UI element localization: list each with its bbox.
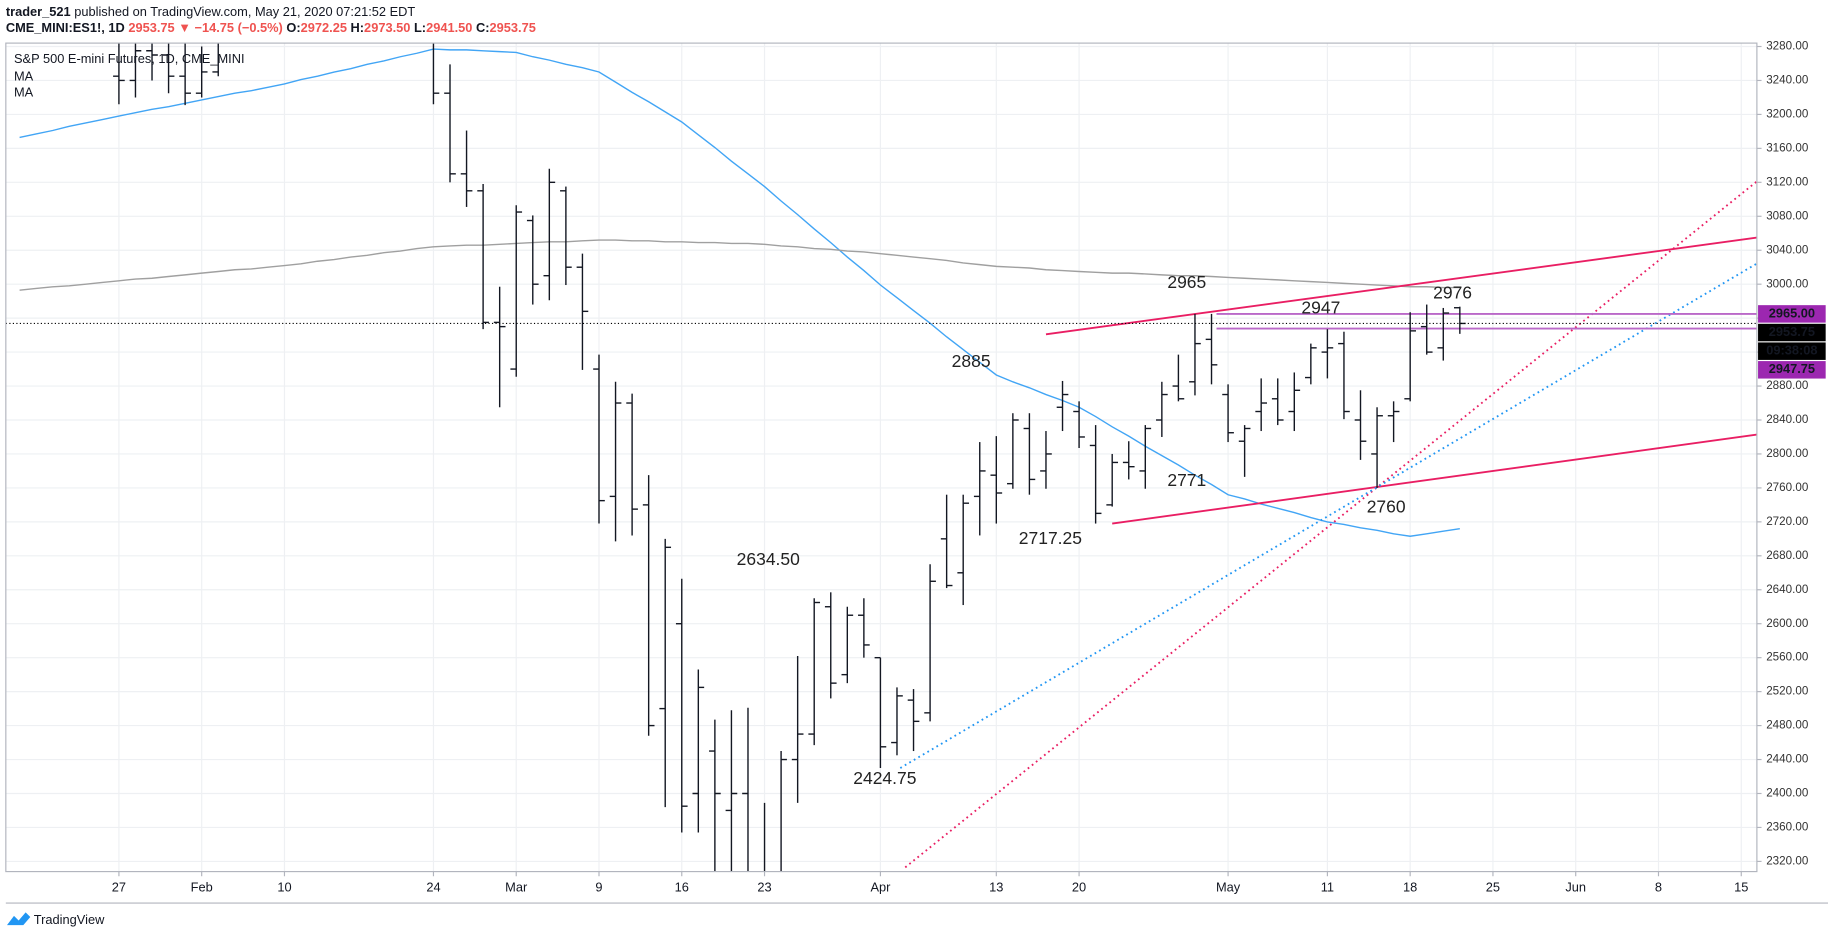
x-tick-label: 25 <box>1486 879 1500 894</box>
y-tick-label: 2680.00 <box>1766 549 1809 562</box>
countdown-box <box>1758 342 1826 360</box>
annotation: 2885 <box>952 351 991 371</box>
ohlc-value: 2972.25 <box>301 21 347 36</box>
footer-brand: TradingView <box>34 912 105 927</box>
y-tick-label: 2760.00 <box>1766 481 1809 494</box>
x-tick-label: 18 <box>1403 879 1417 894</box>
moving-average <box>19 239 1460 291</box>
annotation: 2947 <box>1301 297 1340 317</box>
y-tick-label: 3160.00 <box>1766 141 1809 154</box>
price-label-box <box>1758 361 1826 379</box>
y-tick-label: 3200.00 <box>1766 107 1809 120</box>
countdown: 09:38:08 <box>1766 343 1817 358</box>
y-tick-label: 2800.00 <box>1766 447 1809 460</box>
price-label: 2947.75 <box>1769 361 1815 376</box>
x-tick-label: May <box>1216 879 1241 894</box>
y-tick-label: 2720.00 <box>1766 515 1809 528</box>
ohlc-label: L: <box>414 21 426 36</box>
plot-frame <box>5 42 1758 873</box>
axes: 27 Feb 10 24 Mar 9 16 23 Apr 13 20 May 11 18 25 Jun 8 15 2… <box>112 40 1826 894</box>
x-tick-label: 8 <box>1655 879 1662 894</box>
trend-line <box>1112 433 1757 525</box>
y-tick-label: 2440.00 <box>1766 753 1809 766</box>
legend-entry: MA <box>14 85 34 100</box>
published: published on TradingView.com, May 21, 20… <box>74 4 415 19</box>
y-tick-label: 2320.00 <box>1766 854 1809 867</box>
grid <box>5 43 1757 872</box>
moving-average <box>19 48 1460 537</box>
logo-icon <box>6 912 31 926</box>
x-tick-label: 16 <box>675 879 689 894</box>
x-tick-label: 27 <box>112 879 126 894</box>
annotation: 2976 <box>1433 282 1472 302</box>
x-tick-label: 10 <box>277 879 291 894</box>
y-tick-label: 2880.00 <box>1766 379 1809 392</box>
y-tick-label: 2360.00 <box>1766 821 1809 834</box>
legend-entry: MA <box>14 68 34 83</box>
y-tick-label: 2640.00 <box>1766 583 1809 596</box>
y-tick-label: 3040.00 <box>1766 243 1809 256</box>
footer-logo: TradingView <box>6 912 105 927</box>
trend-line <box>1045 236 1757 336</box>
annotation: 2424.75 <box>853 768 916 788</box>
y-tick-label: 2520.00 <box>1766 685 1809 698</box>
publisher: trader_521 <box>6 4 71 19</box>
y-tick-label: 2400.00 <box>1766 787 1809 800</box>
x-tick-label: 9 <box>595 879 602 894</box>
legend: MA MA <box>14 68 34 99</box>
y-tick-label: 2480.00 <box>1766 719 1809 732</box>
plot <box>5 43 1757 872</box>
x-tick-label: 24 <box>426 879 440 894</box>
annotation: 2634.50 <box>737 549 800 569</box>
y-tick-label: 2600.00 <box>1766 617 1809 630</box>
legend-title: S&P 500 E-mini Futures, 1D, CME_MINI <box>14 51 245 66</box>
y-tick-label: 3280.00 <box>1766 40 1809 53</box>
ohlc-value: 2973.50 <box>364 21 410 36</box>
quote-line: CME_MINI:ES1!, 1D 2953.75 ▼ −14.75 (−0.5… <box>6 21 536 36</box>
x-tick-label: 23 <box>757 879 771 894</box>
ohlc-label: O: <box>286 21 300 36</box>
y-tick-label: 3240.00 <box>1766 74 1809 87</box>
x-tick-label: Feb <box>191 879 213 894</box>
annotation: 2965 <box>1167 272 1206 292</box>
y-tick-label: 3120.00 <box>1766 175 1809 188</box>
symbol: CME_MINI:ES1!, 1D <box>6 21 125 36</box>
price-label-box <box>1758 323 1826 342</box>
x-tick-label: 15 <box>1734 879 1748 894</box>
annotation: 2771 <box>1167 470 1206 490</box>
change: ▼ −14.75 (−0.5%) <box>178 21 283 36</box>
price-label: 2965.00 <box>1769 305 1815 320</box>
ohlc-label: C: <box>476 21 490 36</box>
annotation: 2760 <box>1367 497 1406 517</box>
x-tick-label: 11 <box>1321 879 1334 894</box>
ohlc-value: 2941.50 <box>426 21 472 36</box>
x-tick-label: Mar <box>505 879 528 894</box>
ohlc-value: 2953.75 <box>490 21 536 36</box>
x-tick-label: Apr <box>870 879 891 894</box>
last-price: 2953.75 <box>128 21 174 36</box>
header-line: trader_521 published on TradingView.com,… <box>6 4 416 19</box>
y-tick-label: 3000.00 <box>1766 277 1809 290</box>
x-tick-label: 20 <box>1072 879 1086 894</box>
price-label: 2953.75 <box>1769 324 1815 339</box>
y-tick-label: 3080.00 <box>1766 209 1809 222</box>
ohlc-label: H: <box>351 21 365 36</box>
x-tick-label: 13 <box>989 879 1003 894</box>
annotation: 2717.25 <box>1019 528 1082 548</box>
trend-line <box>899 262 1757 769</box>
x-tick-label: Jun <box>1565 879 1586 894</box>
y-tick-label: 2840.00 <box>1766 413 1809 426</box>
y-tick-label: 2560.00 <box>1766 651 1809 664</box>
price-label-box <box>1758 305 1826 323</box>
